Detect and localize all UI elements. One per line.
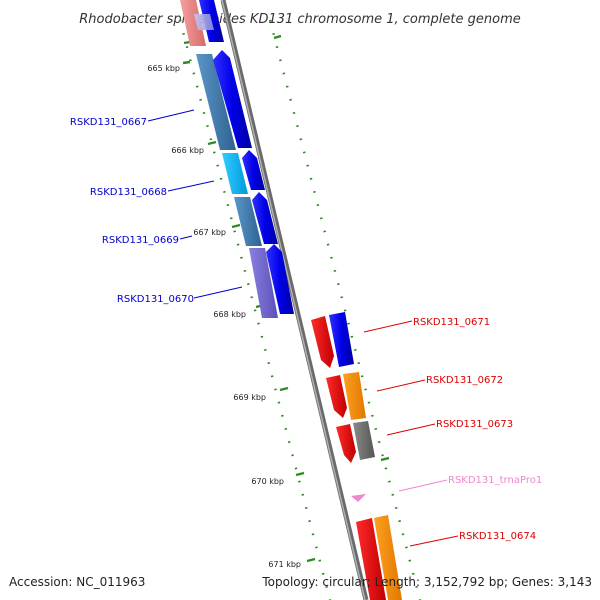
scale-track — [178, 19, 422, 600]
gene-0671-cds — [329, 312, 354, 367]
gene-label: RSKD131_0670 — [117, 294, 194, 305]
gene-label: RSKD131_0668 — [90, 187, 167, 198]
scale-label: 667 kbp — [193, 228, 226, 237]
topology-text: Topology: circular; Length: 3,152,792 bp… — [261, 575, 592, 589]
scale-label: 665 kbp — [147, 64, 180, 73]
gene-0672-arrow — [326, 375, 347, 418]
scale-label: 666 kbp — [171, 146, 204, 155]
scale-label: 668 kbp — [213, 310, 246, 319]
gene-0673-cds — [353, 421, 375, 460]
scale-labels: 665 kbp 666 kbp 667 kbp 668 kbp 669 kbp … — [147, 64, 301, 569]
scale-label: 670 kbp — [251, 477, 284, 486]
gene-label: RSKD131_0667 — [70, 117, 147, 128]
leader-lines — [147, 109, 459, 547]
scale-label: 669 kbp — [233, 393, 266, 402]
scale-label: 671 kbp — [268, 560, 301, 569]
gene-0669-arrow — [252, 192, 278, 244]
gene-0668-cds — [222, 153, 248, 194]
map-title: Rhodobacter sphaeroides KD131 chromosome… — [79, 12, 520, 27]
gene-label: RSKD131_0672 — [426, 375, 503, 386]
genome-backbone — [220, 0, 369, 600]
gene-0670-cds — [249, 248, 278, 318]
gene-0674-arrow — [356, 518, 386, 600]
gene-0674-cds — [374, 515, 402, 600]
gene-partial-pale — [194, 14, 214, 30]
gene-labels: RSKD131_0667 RSKD131_0668 RSKD131_0669 R… — [70, 117, 542, 542]
gene-trnaPro1 — [351, 494, 366, 502]
gene-0668-arrow — [242, 150, 265, 190]
gene-0670-arrow — [266, 244, 294, 314]
gene-label: RSKD131_0669 — [102, 235, 179, 246]
gene-label: RSKD131_trnaPro1 — [448, 475, 542, 486]
gene-label: RSKD131_0671 — [413, 317, 490, 328]
gene-0672-cds — [343, 372, 366, 420]
gene-partial-cds — [180, 0, 206, 46]
gene-0669-cds — [234, 197, 262, 246]
gene-0667-arrow — [213, 50, 252, 148]
gene-0667-cds — [196, 54, 236, 150]
gene-label: RSKD131_0673 — [436, 419, 513, 430]
gene-0671-arrow — [311, 316, 334, 368]
gene-0673-arrow — [336, 424, 356, 463]
gene-features — [180, 0, 402, 600]
gene-label: RSKD131_0674 — [459, 531, 536, 542]
accession-text: Accession: NC_011963 — [9, 575, 145, 589]
